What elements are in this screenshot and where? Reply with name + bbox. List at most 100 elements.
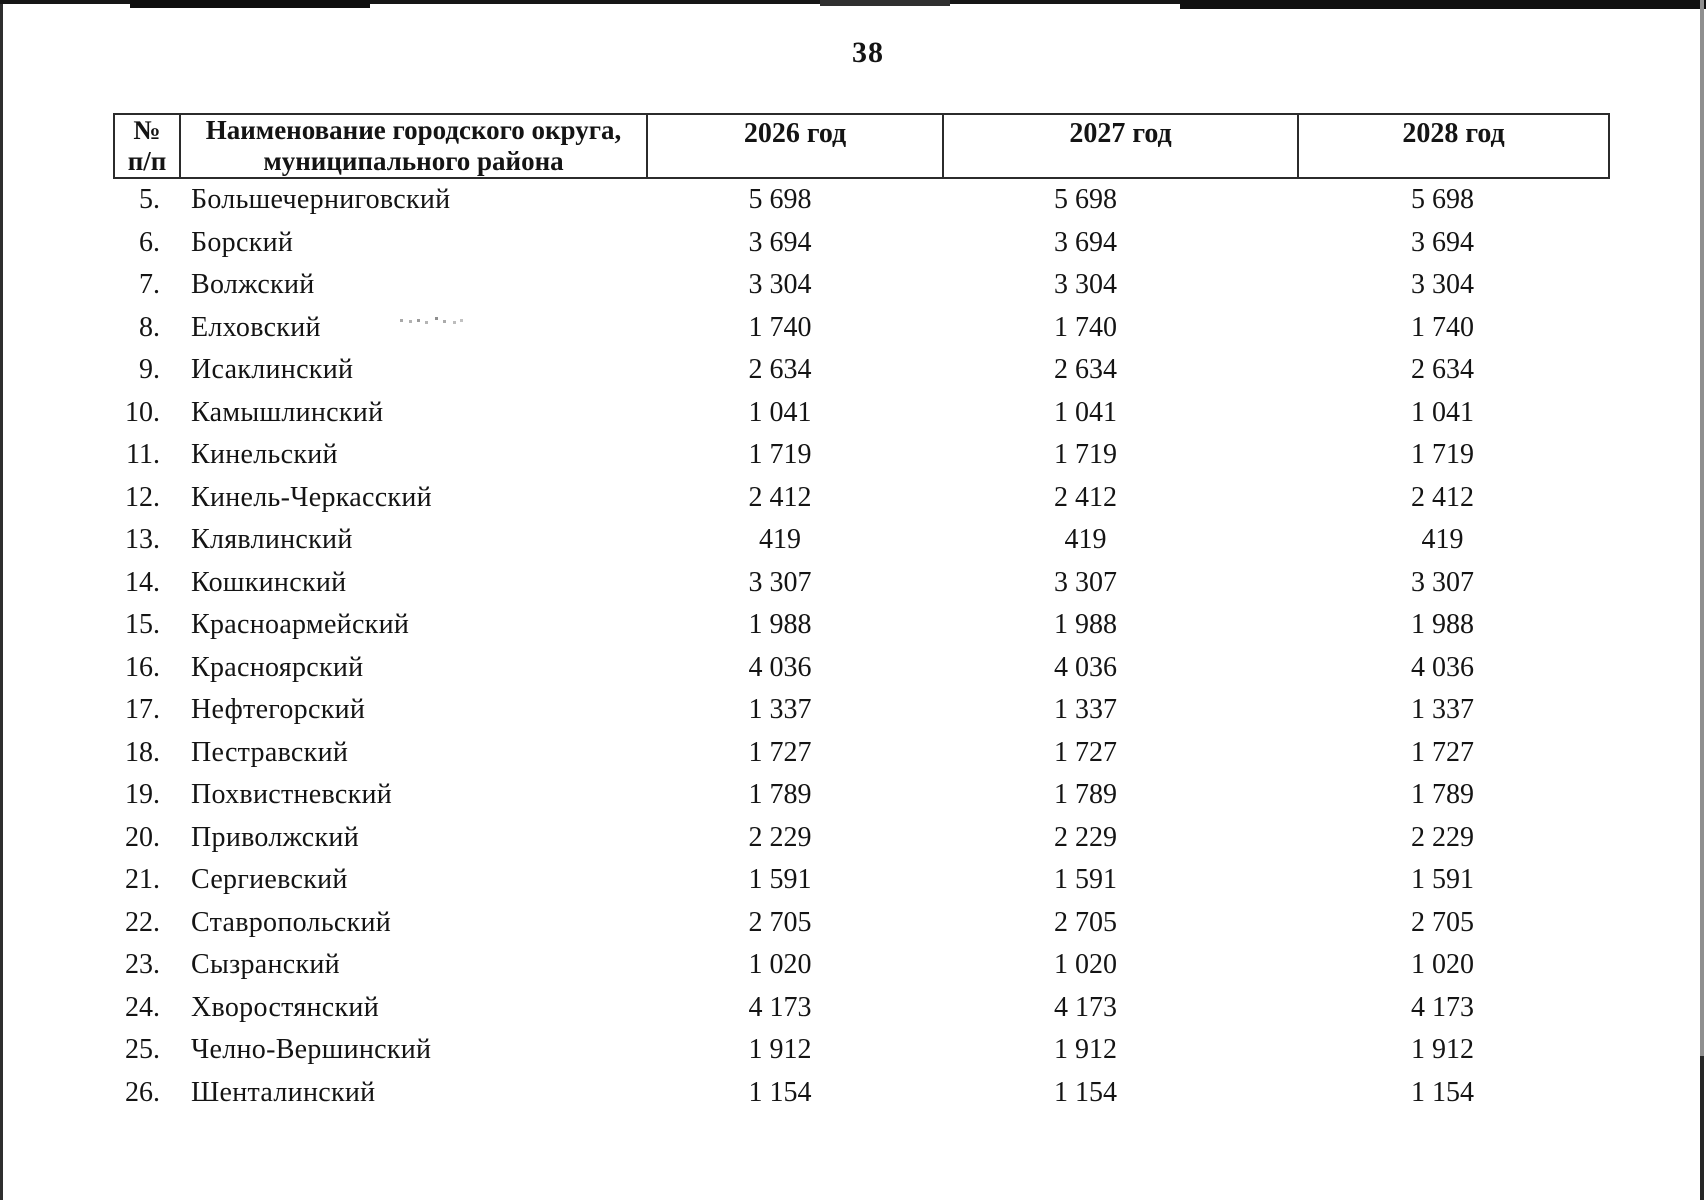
row-number: 25. (125, 1034, 160, 1066)
scan-artifact-dots (400, 319, 403, 322)
value-2026: 2 705 (748, 906, 812, 938)
value-2026: 4 173 (748, 991, 812, 1023)
table-row: 7. Волжский 3 304 3 304 3 304 (113, 264, 1610, 307)
table-row: 13. Клявлинский 419 419 419 (113, 519, 1610, 562)
value-2027: 1 337 (1054, 694, 1117, 726)
table-row: 6. Борский 3 694 3 694 3 694 (113, 222, 1610, 265)
value-2026: 2 634 (748, 354, 812, 386)
district-name: Приволжский (191, 821, 359, 853)
district-name: Красноармейский (191, 609, 410, 641)
value-2026: 1 719 (748, 439, 812, 471)
value-2026: 419 (759, 524, 801, 556)
value-2028: 1 591 (1411, 864, 1474, 896)
data-table: № п/п Наименование городского округа, му… (113, 113, 1610, 1114)
value-2027: 1 154 (1054, 1076, 1117, 1108)
district-name: Ставропольский (191, 906, 392, 938)
row-number: 10. (125, 396, 160, 428)
row-number: 20. (125, 821, 160, 853)
table-row: 10. Камышлинский 1 041 1 041 1 041 (113, 392, 1610, 435)
value-2027: 3 694 (1054, 226, 1117, 258)
value-2027: 2 412 (1054, 481, 1117, 513)
row-number: 19. (125, 779, 160, 811)
header-num-line2: п/п (127, 146, 167, 176)
value-2027: 2 705 (1054, 906, 1117, 938)
scan-edge-top-mark (1180, 0, 1706, 9)
district-name: Большечерниговский (191, 184, 451, 216)
district-name: Нефтегорский (191, 694, 366, 726)
district-name: Пестравский (191, 736, 349, 768)
value-2027: 1 719 (1054, 439, 1117, 471)
header-num: № п/п (115, 115, 179, 177)
row-number: 26. (125, 1076, 160, 1108)
value-2026: 5 698 (748, 184, 812, 216)
value-2026: 2 229 (748, 821, 812, 853)
row-number: 24. (125, 991, 160, 1023)
value-2027: 1 591 (1054, 864, 1117, 896)
value-2027: 1 740 (1054, 311, 1117, 343)
row-number: 5. (139, 184, 160, 216)
district-name: Исаклинский (191, 354, 354, 386)
table-row: 16. Красноярский 4 036 4 036 4 036 (113, 647, 1610, 690)
value-2028: 1 727 (1411, 736, 1474, 768)
table-row: 21. Сергиевский 1 591 1 591 1 591 (113, 859, 1610, 902)
value-2027: 2 634 (1054, 354, 1117, 386)
district-name: Кинельский (191, 439, 338, 471)
value-2028: 3 304 (1411, 269, 1474, 301)
row-number: 15. (125, 609, 160, 641)
value-2027: 1 041 (1054, 396, 1117, 428)
row-number: 16. (125, 651, 160, 683)
value-2026: 4 036 (748, 651, 812, 683)
row-number: 6. (139, 226, 160, 258)
table-body: 5. Большечерниговский 5 698 5 698 5 698 … (113, 179, 1610, 1114)
value-2027: 4 173 (1054, 991, 1117, 1023)
table-row: 8. Елховский 1 740 1 740 1 740 (113, 307, 1610, 350)
header-year-2026: 2026 год (646, 115, 942, 177)
value-2026: 1 337 (748, 694, 812, 726)
table-row: 20. Приволжский 2 229 2 229 2 229 (113, 817, 1610, 860)
scan-edge-top-mark (130, 0, 370, 8)
row-number: 21. (125, 864, 160, 896)
value-2027: 5 698 (1054, 184, 1117, 216)
row-number: 18. (125, 736, 160, 768)
table-row: 25. Челно-Вершинский 1 912 1 912 1 912 (113, 1029, 1610, 1072)
district-name: Елховский (191, 311, 321, 343)
district-name: Сызранский (191, 949, 340, 981)
value-2027: 2 229 (1054, 821, 1117, 853)
row-number: 23. (125, 949, 160, 981)
value-2027: 419 (1064, 524, 1107, 556)
value-2028: 2 412 (1411, 481, 1474, 513)
value-2028: 5 698 (1411, 184, 1474, 216)
value-2028: 2 634 (1411, 354, 1474, 386)
value-2026: 1 789 (748, 779, 812, 811)
header-year-2027: 2027 год (942, 115, 1297, 177)
district-name: Хворостянский (191, 991, 380, 1023)
value-2028: 1 337 (1411, 694, 1474, 726)
scan-edge-right (1700, 0, 1704, 1200)
table-row: 11. Кинельский 1 719 1 719 1 719 (113, 434, 1610, 477)
header-year-2028: 2028 год (1297, 115, 1608, 177)
district-name: Волжский (191, 269, 315, 301)
district-name: Борский (191, 226, 294, 258)
value-2026: 3 307 (748, 566, 812, 598)
value-2028: 1 988 (1411, 609, 1474, 641)
page-number: 38 (852, 36, 884, 69)
value-2028: 3 307 (1411, 566, 1474, 598)
value-2028: 4 036 (1411, 651, 1474, 683)
district-name: Сергиевский (191, 864, 348, 896)
district-name: Кошкинский (191, 566, 347, 598)
value-2027: 1 912 (1054, 1034, 1117, 1066)
district-name: Камышлинский (191, 396, 384, 428)
row-number: 14. (125, 566, 160, 598)
value-2027: 3 307 (1054, 566, 1117, 598)
value-2026: 1 020 (748, 949, 812, 981)
table-row: 23. Сызранский 1 020 1 020 1 020 (113, 944, 1610, 987)
row-number: 11. (126, 439, 160, 471)
value-2027: 3 304 (1054, 269, 1117, 301)
value-2028: 419 (1421, 524, 1464, 556)
row-number: 7. (139, 269, 160, 301)
table-row: 15. Красноармейский 1 988 1 988 1 988 (113, 604, 1610, 647)
scan-edge-top-mark (820, 0, 950, 6)
district-name: Шенталинский (191, 1076, 376, 1108)
district-name: Кинель-Черкасский (191, 481, 432, 513)
value-2028: 4 173 (1411, 991, 1474, 1023)
